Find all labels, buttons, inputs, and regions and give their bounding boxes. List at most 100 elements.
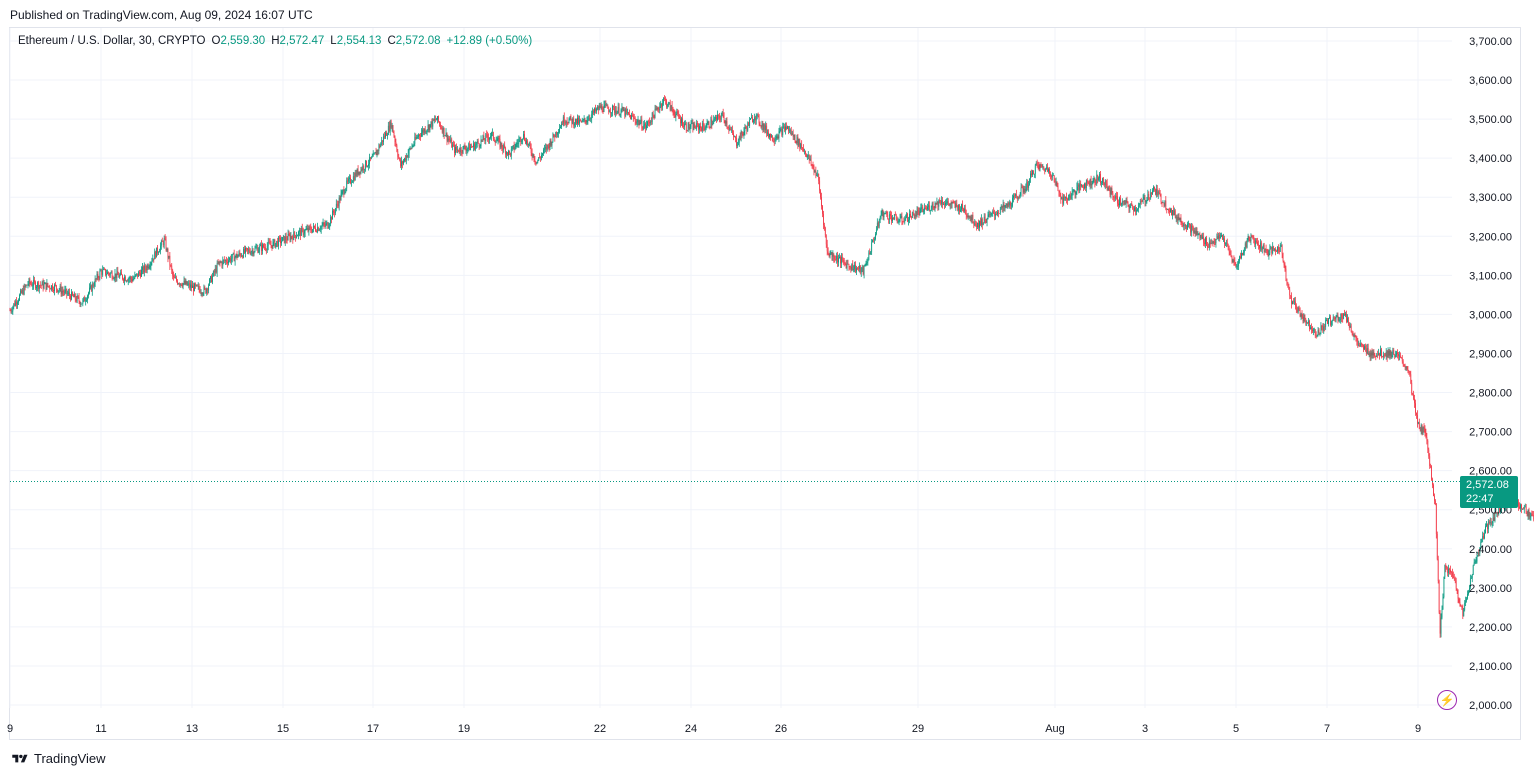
- candle-body: [149, 266, 151, 267]
- candle-body: [690, 123, 692, 128]
- y-tick-label: 3,500.00: [1469, 114, 1512, 126]
- candle-body: [473, 143, 474, 147]
- candle-body: [1259, 242, 1261, 249]
- candle-body: [93, 285, 95, 287]
- candle-body: [1030, 173, 1031, 179]
- candle-body: [575, 118, 577, 124]
- candle-body: [275, 242, 277, 248]
- lightning-bolt-icon[interactable]: ⚡: [1437, 690, 1457, 710]
- candle-body: [69, 292, 70, 296]
- candle-body: [932, 203, 934, 208]
- candle-body: [1313, 329, 1315, 330]
- candle-body: [434, 119, 436, 121]
- candle-body: [260, 244, 262, 246]
- candle-body: [510, 149, 512, 156]
- candle-body: [1305, 319, 1307, 324]
- candle-body: [558, 132, 559, 134]
- candle-body: [367, 166, 368, 167]
- candle-body: [1366, 348, 1368, 354]
- candle-body: [72, 292, 73, 296]
- candle-body: [886, 211, 888, 215]
- candle-body: [1484, 533, 1485, 539]
- candle-body: [817, 174, 819, 176]
- candle-body: [1050, 174, 1051, 176]
- candle-body: [89, 287, 90, 293]
- candle-body: [811, 164, 813, 166]
- candle-body: [1389, 350, 1391, 356]
- candle-body: [468, 143, 470, 148]
- candle-body: [965, 213, 967, 216]
- candle-body: [388, 125, 390, 132]
- candle-body: [1251, 235, 1253, 237]
- candle-body: [299, 230, 301, 236]
- candle-body: [511, 146, 513, 150]
- candle-body: [462, 146, 464, 153]
- candle-body: [536, 162, 538, 164]
- candle-body: [1307, 322, 1309, 324]
- candle-body: [395, 141, 397, 146]
- symbol-name[interactable]: Ethereum / U.S. Dollar, 30, CRYPTO: [18, 35, 206, 47]
- candle-body: [599, 105, 601, 108]
- candle-body: [1334, 318, 1336, 320]
- candle-body: [595, 108, 596, 112]
- candle-body: [248, 249, 250, 253]
- candle-body: [1257, 241, 1258, 245]
- candle-body: [320, 226, 322, 230]
- brand-footer[interactable]: TradingView: [10, 751, 106, 766]
- candle-body: [1198, 233, 1200, 235]
- candle-body: [391, 125, 393, 128]
- candle-body: [1371, 352, 1373, 356]
- change-value: +12.89 (+0.50%): [446, 35, 533, 47]
- candle-body: [1126, 200, 1128, 203]
- candle-body: [60, 286, 62, 294]
- candle-body: [381, 140, 383, 144]
- candle-body: [1361, 343, 1362, 345]
- candle-body: [168, 255, 170, 258]
- candle-body: [266, 246, 268, 251]
- candle-body: [1282, 253, 1284, 262]
- candle-body: [1453, 578, 1455, 579]
- candle-body: [1466, 598, 1467, 601]
- candle-body: [1056, 181, 1058, 186]
- candle-body: [672, 109, 674, 112]
- candle-body: [582, 120, 584, 121]
- candle-body: [691, 122, 693, 124]
- candle-body: [967, 215, 969, 217]
- candle-body: [176, 277, 177, 281]
- candle-body: [508, 150, 509, 156]
- candle-body: [1091, 183, 1093, 186]
- candle-body: [1406, 366, 1408, 370]
- candle-body: [159, 251, 160, 253]
- candle-body: [864, 265, 866, 267]
- candle-body: [1452, 575, 1454, 579]
- candle-body: [561, 123, 563, 125]
- candle-body: [533, 154, 535, 160]
- candle-body: [1400, 357, 1402, 358]
- candle-body: [1098, 178, 1100, 180]
- candle-body: [284, 236, 286, 243]
- candle-body: [910, 217, 912, 218]
- candle-body: [945, 202, 946, 206]
- candle-body: [783, 126, 785, 128]
- candle-body: [443, 127, 445, 136]
- candle-body: [1106, 183, 1108, 190]
- candle-body: [46, 283, 48, 290]
- candle-body: [1423, 427, 1425, 429]
- candle-body: [441, 128, 443, 133]
- candle-body: [1342, 317, 1344, 319]
- candle-body: [830, 252, 832, 254]
- candle-body: [1364, 346, 1365, 350]
- candle-body: [685, 123, 687, 131]
- candle-body: [70, 295, 71, 300]
- candle-body: [1027, 181, 1029, 188]
- candle-body: [238, 252, 240, 256]
- candle-body: [987, 214, 989, 220]
- candle-body: [1074, 190, 1076, 195]
- candle-body: [1022, 187, 1024, 193]
- candle-body: [487, 134, 489, 138]
- candle-body: [1107, 187, 1109, 190]
- candle-body: [1414, 398, 1415, 404]
- candle-body: [800, 143, 802, 149]
- candle-body: [1144, 197, 1146, 203]
